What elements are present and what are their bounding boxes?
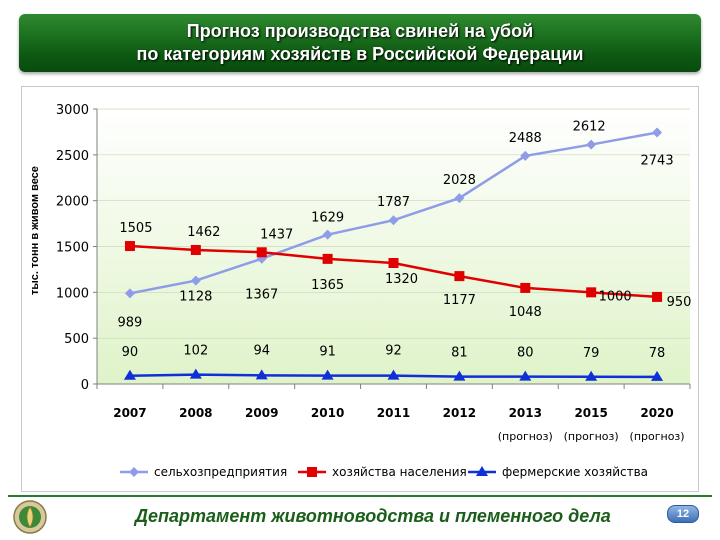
legend-marker [476,466,488,476]
data-label: 1462 [187,225,220,240]
data-label: 1048 [509,305,542,320]
data-label: 950 [667,295,692,310]
x-tick-label: 2020 [640,406,673,420]
x-tick-note: (прогноз) [564,430,619,443]
data-point [586,139,597,150]
x-tick-label: 2009 [245,406,278,420]
x-tick-label: 2008 [179,406,212,420]
data-label: 1177 [443,293,476,308]
data-point [388,215,399,226]
data-label: 81 [451,346,468,361]
data-point [123,369,136,380]
y-tick-label: 2500 [56,149,89,164]
x-tick-label: 2007 [113,406,146,420]
data-label: 92 [385,344,402,359]
data-label: 90 [122,345,139,360]
ministry-emblem-icon [13,500,47,534]
data-label: 2488 [509,131,542,146]
data-label: 2743 [641,154,674,169]
data-point [388,258,399,268]
title-line-2: по категориям хозяйств в Российской Феде… [136,44,584,64]
page-number-badge: 12 [667,505,699,523]
x-tick-label: 2011 [377,406,410,420]
data-point [454,193,465,204]
legend-marker [129,467,139,477]
data-label: 1128 [179,290,212,305]
data-point [454,271,465,282]
data-point [255,369,268,380]
data-point [520,282,531,293]
data-point [586,287,597,298]
data-point [189,368,202,379]
data-label: 91 [319,345,336,360]
data-point [453,370,466,381]
data-point [519,370,532,381]
title-line-1: Прогноз производства свиней на убой [186,21,534,41]
data-point [651,370,664,381]
data-label: 1367 [245,288,278,303]
data-label: 2028 [443,173,476,188]
data-label: 989 [118,315,143,330]
data-point [124,288,135,299]
data-label: 79 [583,346,600,361]
legend-entry: хозяйства населения [332,465,467,479]
y-tick-label: 1500 [56,241,89,256]
data-label: 1629 [311,211,344,226]
x-tick-label: 2012 [443,406,476,420]
data-point [190,244,201,255]
x-tick-note: (прогноз) [630,430,685,443]
data-point [124,241,135,252]
legend-marker [307,467,317,477]
data-label: 1365 [311,278,344,293]
data-point [652,127,663,138]
x-tick-label: 2013 [509,406,542,420]
data-point [190,275,201,286]
data-point [256,247,267,258]
x-tick-label: 2015 [574,406,607,420]
data-label: 80 [517,346,534,361]
x-tick-note: (прогноз) [498,430,553,443]
data-label: 1505 [119,221,152,236]
data-label: 78 [649,346,666,361]
footer-divider [8,495,712,497]
data-label: 1787 [377,195,410,210]
data-label: 1320 [385,272,418,287]
title-banner: Прогноз производства свиней на убой по к… [19,14,701,72]
department-name: Департамент животноводства и племенного … [135,506,611,526]
y-tick-label: 0 [81,378,89,393]
y-axis-label: тыс. тонн в живом весе [29,166,41,295]
data-point [321,369,334,380]
y-tick-label: 3000 [56,103,89,118]
y-tick-label: 2000 [56,195,89,210]
data-label: 1000 [599,289,632,304]
x-tick-label: 2010 [311,406,344,420]
y-tick-label: 500 [64,332,89,347]
y-tick-label: 1000 [56,286,89,301]
data-label: 1437 [260,227,293,242]
data-point [322,229,333,240]
data-point [322,253,333,264]
legend-entry: фермерские хозяйства [502,465,648,479]
data-label: 102 [183,344,208,359]
legend-entry: сельхозпредприятия [154,465,287,479]
data-point [520,150,531,161]
data-point [387,369,400,380]
data-label: 2612 [573,120,606,135]
data-label: 94 [253,343,270,358]
data-point [652,291,663,302]
data-point [585,370,598,381]
